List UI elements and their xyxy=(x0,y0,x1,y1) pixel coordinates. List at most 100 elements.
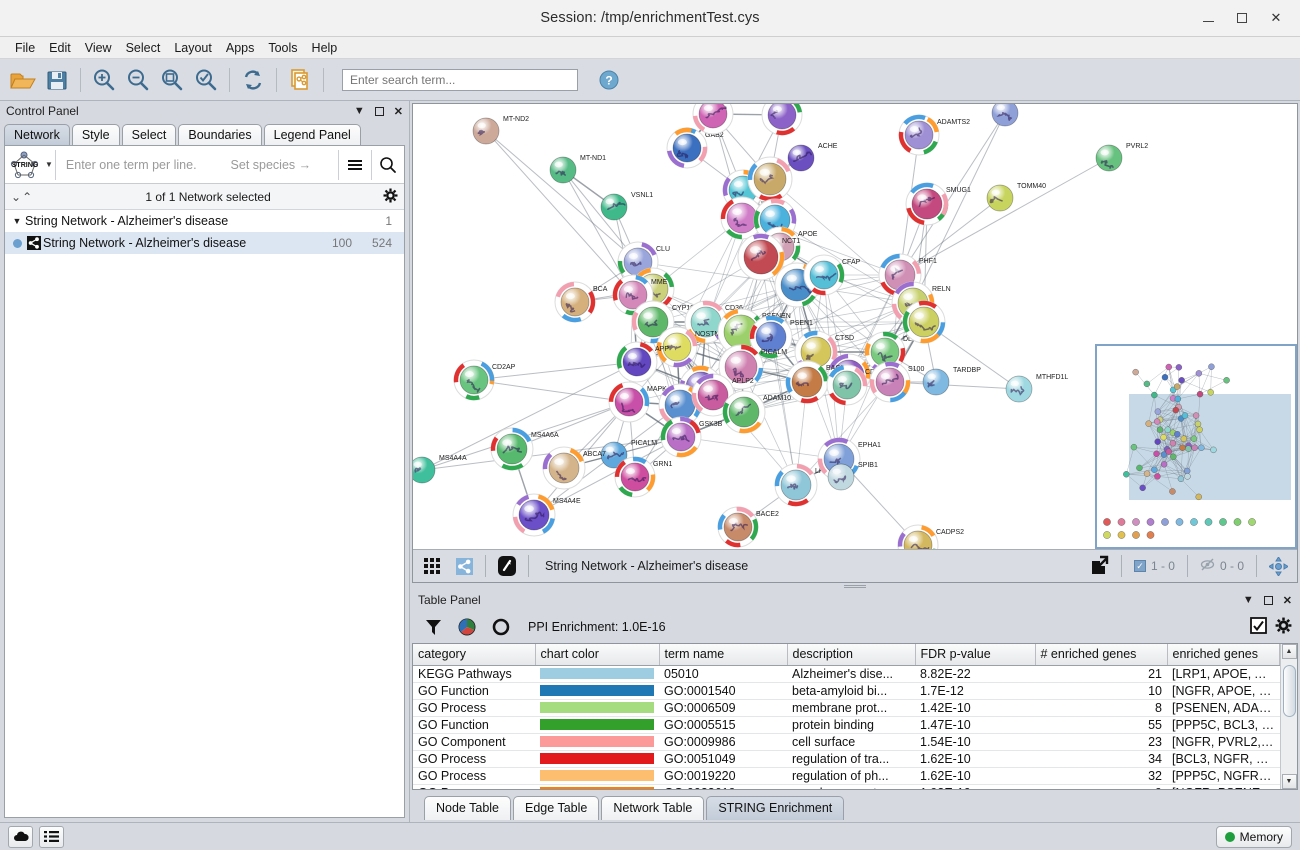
table-row[interactable]: GO Component GO:0009986 cell surface 1.54E-… xyxy=(413,733,1280,751)
pan-move-icon[interactable] xyxy=(1263,553,1293,580)
tab-boundaries[interactable]: Boundaries xyxy=(178,124,262,145)
scroll-up-icon[interactable]: ▲ xyxy=(1281,644,1297,659)
network-node[interactable]: TOMM40 xyxy=(986,183,1046,212)
node-sphere[interactable] xyxy=(459,365,489,395)
network-node[interactable]: MS4A4A xyxy=(413,455,467,484)
node-sphere[interactable] xyxy=(986,184,1014,212)
network-node[interactable]: TARDBP xyxy=(922,367,981,396)
float-panel-icon[interactable] xyxy=(374,106,384,116)
network-node[interactable]: CADPS2 xyxy=(897,524,964,549)
edit-view-icon[interactable] xyxy=(492,553,522,580)
network-node[interactable]: GAB2 xyxy=(666,127,724,169)
network-node[interactable]: CD36 xyxy=(684,300,743,344)
table-row[interactable]: GO Process GO:0019220 regulation of ph... 1… xyxy=(413,767,1280,785)
network-node[interactable]: NOTCH1 xyxy=(658,383,728,427)
network-collection-row[interactable]: ▼ String Network - Alzheimer's disease 1 xyxy=(5,210,404,232)
table-row[interactable]: GO Function GO:0001540 beta-amyloid bi... 1… xyxy=(413,682,1280,700)
table-row[interactable]: GO Function GO:0005515 protein binding 1.47… xyxy=(413,716,1280,734)
hidden-nodes-indicator[interactable]: 0 - 0 xyxy=(1194,558,1250,574)
node-sphere[interactable] xyxy=(560,287,590,317)
network-node[interactable]: CHAT xyxy=(747,156,809,202)
network-node[interactable]: CD2AP xyxy=(453,359,516,401)
node-sphere[interactable] xyxy=(518,499,550,531)
node-sphere[interactable] xyxy=(697,379,729,411)
expand-triangle-icon[interactable]: ▼ xyxy=(12,216,22,226)
table-vertical-scrollbar[interactable]: ▲ ▼ xyxy=(1280,644,1297,789)
donut-chart-icon[interactable] xyxy=(486,613,516,641)
cloud-status-icon[interactable] xyxy=(8,825,33,848)
node-sphere[interactable] xyxy=(911,188,943,220)
node-sphere[interactable] xyxy=(827,463,855,491)
network-node[interactable]: APP xyxy=(616,341,669,383)
filter-funnel-icon[interactable] xyxy=(418,613,448,641)
options-menu-icon[interactable] xyxy=(339,147,371,183)
overview-viewport[interactable] xyxy=(1129,394,1291,500)
search-input[interactable] xyxy=(348,71,572,88)
node-sphere[interactable] xyxy=(723,512,753,542)
network-node[interactable]: CD9 xyxy=(826,364,879,406)
zoom-selected-icon[interactable] xyxy=(189,63,223,97)
table-row[interactable]: GO Process GO:0033619membrane prot...1.93… xyxy=(413,784,1280,789)
menu-item-file[interactable]: File xyxy=(15,40,36,55)
refresh-icon[interactable] xyxy=(236,63,270,97)
network-node[interactable]: ADAM10 xyxy=(722,390,791,434)
network-node[interactable]: GSK3B xyxy=(660,416,723,458)
minimize-button[interactable] xyxy=(1200,10,1216,26)
col-category[interactable]: category xyxy=(413,644,536,666)
menu-item-apps[interactable]: Apps xyxy=(225,40,255,55)
gear-icon[interactable] xyxy=(1275,617,1292,637)
node-sphere[interactable] xyxy=(413,456,436,484)
new-network-icon[interactable] xyxy=(283,63,317,97)
network-canvas[interactable]: MT-ND2MT-ND1VSNL1GAB2RS1IL1BCHATACHEAPOE… xyxy=(413,104,1297,549)
float-panel-icon[interactable] xyxy=(1263,595,1273,605)
network-node[interactable]: PVRL2 xyxy=(1095,143,1148,172)
grid-layout-icon[interactable] xyxy=(417,553,447,580)
pie-chart-icon[interactable] xyxy=(452,613,482,641)
network-node[interactable]: APLP2 xyxy=(691,373,754,417)
node-sphere[interactable] xyxy=(743,239,779,275)
zoom-in-icon[interactable] xyxy=(87,63,121,97)
tab-network-table[interactable]: Network Table xyxy=(601,796,705,820)
node-sphere[interactable] xyxy=(728,396,760,428)
col-chart-color[interactable]: chart color xyxy=(535,644,660,666)
menu-item-edit[interactable]: Edit xyxy=(49,40,71,55)
table-row[interactable]: GO Process GO:0051049 regulation of tra...… xyxy=(413,750,1280,768)
memory-indicator[interactable]: Memory xyxy=(1215,825,1292,848)
save-icon[interactable] xyxy=(40,63,74,97)
close-panel-icon[interactable]: ✕ xyxy=(393,105,403,118)
network-node[interactable]: PICALM xyxy=(600,440,657,469)
node-sphere[interactable] xyxy=(870,337,900,367)
network-node[interactable] xyxy=(761,104,803,136)
gear-icon[interactable] xyxy=(383,188,398,206)
network-node[interactable] xyxy=(902,300,946,344)
search-icon[interactable] xyxy=(372,147,404,183)
network-node[interactable]: S100 xyxy=(869,361,924,403)
node-sphere[interactable] xyxy=(875,367,905,397)
network-nodes[interactable]: MT-ND2MT-ND1VSNL1GAB2RS1IL1BCHATACHEAPOE… xyxy=(413,104,1148,549)
scroll-down-icon[interactable]: ▼ xyxy=(1281,774,1297,789)
node-sphere[interactable] xyxy=(620,462,650,492)
menu-item-layout[interactable]: Layout xyxy=(174,40,212,55)
node-sphere[interactable] xyxy=(903,530,933,549)
help-icon[interactable]: ? xyxy=(592,63,626,97)
panel-splitter[interactable] xyxy=(410,583,1300,590)
tab-network[interactable]: Network xyxy=(4,124,70,145)
node-sphere[interactable] xyxy=(922,368,950,396)
col-enriched-count[interactable]: # enriched genes xyxy=(1035,644,1168,666)
node-sphere[interactable] xyxy=(549,156,577,184)
zoom-fit-icon[interactable] xyxy=(155,63,189,97)
network-node[interactable]: NOSTM xyxy=(656,326,720,368)
node-sphere[interactable] xyxy=(622,347,652,377)
network-node[interactable]: BACE2 xyxy=(717,506,779,548)
network-node[interactable]: MS4A4E xyxy=(512,493,581,537)
node-sphere[interactable] xyxy=(726,202,758,234)
search-input-wrap[interactable] xyxy=(342,68,578,91)
tab-style[interactable]: Style xyxy=(71,124,120,145)
close-button[interactable]: ✕ xyxy=(1270,10,1282,25)
network-node[interactable]: MAPK xyxy=(608,381,667,423)
chevron-down-icon[interactable]: ▼ xyxy=(45,160,53,169)
zoom-out-icon[interactable] xyxy=(121,63,155,97)
scroll-thumb[interactable] xyxy=(1282,665,1296,717)
node-sphere[interactable] xyxy=(1005,375,1033,403)
network-node[interactable]: PICALM xyxy=(718,344,787,390)
